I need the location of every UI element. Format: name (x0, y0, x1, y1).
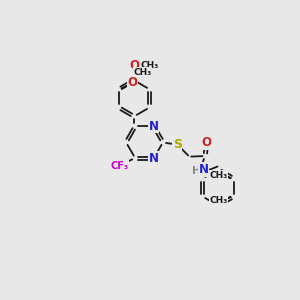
Text: CF₃: CF₃ (110, 161, 128, 171)
Text: S: S (173, 138, 182, 151)
Text: N: N (149, 152, 159, 165)
Text: CH₃: CH₃ (210, 171, 228, 180)
Text: CH₃: CH₃ (134, 68, 152, 76)
Text: O: O (128, 76, 137, 89)
Text: O: O (129, 59, 139, 72)
Text: O: O (201, 136, 211, 149)
Text: CH₃: CH₃ (140, 61, 158, 70)
Text: H: H (192, 166, 201, 176)
Text: N: N (199, 163, 208, 176)
Text: N: N (149, 120, 159, 133)
Text: CH₃: CH₃ (210, 196, 228, 205)
